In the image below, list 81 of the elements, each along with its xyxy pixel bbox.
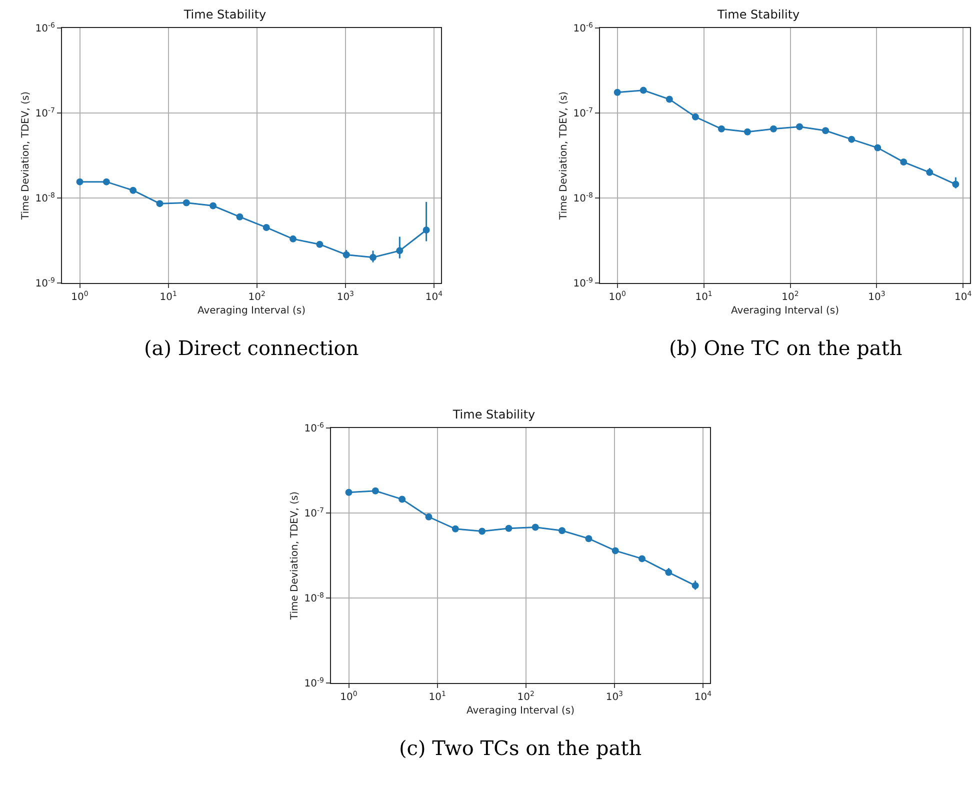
x-tick-label: 10$^{1}$	[695, 290, 712, 303]
point	[926, 168, 934, 176]
x-axis-title: Averaging Interval (s)	[466, 706, 575, 716]
y-tick-label: 10$^{-8}$	[35, 191, 55, 204]
x-tick-label: 10$^{3}$	[606, 690, 624, 703]
point	[900, 158, 908, 166]
point	[156, 200, 164, 208]
y-axis-title: Time Deviation, TDEV, (s)	[20, 91, 32, 221]
x-tick-label: 10$^{3}$	[868, 290, 886, 303]
x-tick-label: 10$^{0}$	[340, 690, 358, 703]
point	[398, 496, 406, 503]
point	[952, 180, 960, 188]
point	[692, 582, 699, 590]
point	[290, 235, 297, 242]
point	[665, 568, 672, 576]
point	[102, 178, 110, 186]
text: (b) One TC on the path	[669, 336, 902, 360]
y-tick-label: 10$^{-7}$	[304, 506, 324, 520]
point	[478, 528, 486, 535]
point	[210, 202, 217, 210]
point	[262, 224, 270, 231]
x-tick-label: 10$^{1}$	[428, 690, 446, 703]
point	[666, 96, 673, 103]
x-tick-label: 10$^{4}$	[954, 290, 972, 303]
x-tick-label: 10$^{0}$	[608, 290, 626, 303]
point	[532, 524, 539, 531]
x-tick-label: 10$^{3}$	[336, 290, 354, 303]
y-tick-label: 10$^{-6}$	[35, 21, 56, 34]
x-axis-title: Averaging Interval (s)	[730, 306, 840, 316]
x-tick-label: 10$^{0}$	[71, 290, 88, 303]
y-tick-label: 10$^{-8}$	[304, 591, 324, 604]
point	[452, 525, 459, 532]
point	[130, 186, 137, 194]
point	[822, 127, 830, 134]
chart-title: Time Stability	[182, 7, 266, 22]
point	[505, 524, 512, 532]
y-tick-label: 10$^{-9}$	[35, 276, 55, 290]
point	[770, 125, 777, 132]
point	[744, 128, 751, 136]
x-tick-label: 10$^{2}$	[782, 290, 799, 303]
point	[372, 487, 379, 494]
x-tick-label: 10$^{2}$	[517, 690, 534, 703]
x-tick-label: 10$^{2}$	[248, 290, 266, 303]
point	[718, 125, 725, 132]
point	[396, 247, 404, 254]
point	[638, 555, 646, 562]
chart-title: Time Stability	[452, 407, 536, 422]
point	[316, 240, 324, 248]
y-tick-label: 10$^{-6}$	[304, 421, 325, 434]
point	[182, 199, 190, 206]
point	[614, 88, 621, 96]
x-axis-title: Averaging Interval (s)	[197, 306, 306, 316]
x-tick-label: 10$^{4}$	[694, 690, 712, 703]
point	[848, 136, 856, 143]
y-tick-label: 10$^{-9}$	[573, 276, 593, 290]
point	[558, 527, 566, 534]
point	[640, 86, 647, 94]
y-tick-label: 10$^{-8}$	[573, 191, 593, 204]
y-axis-title: Time Deviation, TDEV, (s)	[289, 491, 300, 621]
point	[585, 535, 592, 542]
y-tick-label: 10$^{-7}$	[35, 106, 55, 120]
point	[425, 513, 432, 520]
point	[612, 547, 619, 554]
text: (c) Two TCs on the path	[399, 736, 642, 760]
y-tick-label: 10$^{-7}$	[573, 106, 593, 120]
point	[796, 123, 804, 130]
point	[236, 213, 244, 220]
y-axis-title: Time Deviation, TDEV, (s)	[558, 91, 570, 221]
chart-title: Time Stability	[716, 7, 800, 22]
point	[874, 144, 882, 152]
text: (a) Direct connection	[144, 336, 359, 360]
point	[345, 488, 352, 496]
x-tick-label: 10$^{1}$	[160, 290, 177, 303]
point	[422, 226, 430, 234]
point	[342, 251, 350, 258]
point	[692, 113, 699, 120]
point	[370, 254, 376, 261]
y-tick-label: 10$^{-6}$	[573, 21, 594, 34]
point	[76, 178, 84, 186]
y-tick-label: 10$^{-9}$	[304, 676, 324, 690]
x-tick-label: 10$^{4}$	[425, 290, 444, 303]
